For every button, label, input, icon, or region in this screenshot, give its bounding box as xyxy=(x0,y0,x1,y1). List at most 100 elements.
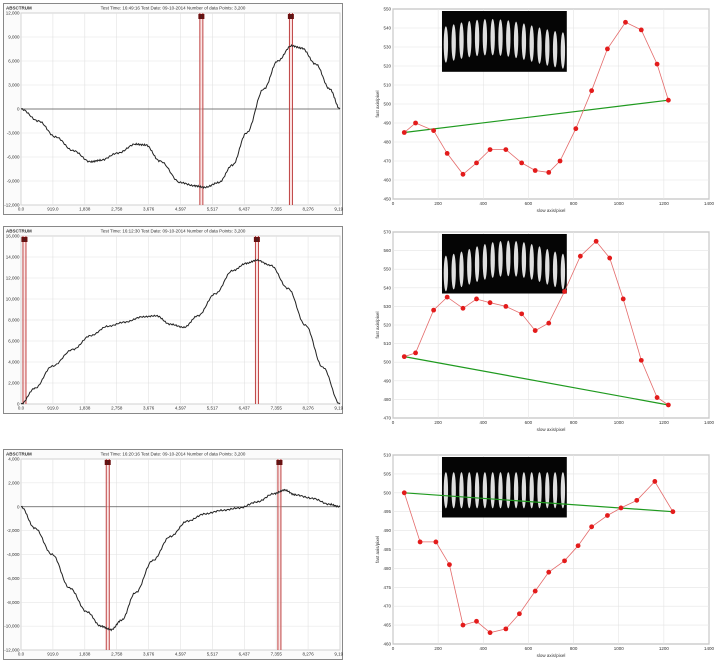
y-tick-label: -10,000 xyxy=(4,624,20,629)
beam-spot xyxy=(513,240,519,277)
beam-spot xyxy=(482,472,488,509)
y-tick-label: 10,000 xyxy=(6,297,20,302)
x-tick-label: 919.0 xyxy=(47,652,59,657)
data-point xyxy=(577,253,583,259)
y-tick-label: 2,000 xyxy=(8,480,20,485)
data-point xyxy=(487,300,493,306)
y-tick-label: 14,000 xyxy=(6,255,20,260)
data-point xyxy=(620,296,626,302)
x-tick-label: 2,758 xyxy=(111,652,123,657)
x-tick-label: 919.0 xyxy=(47,406,59,411)
x-tick-label: 400 xyxy=(480,420,488,425)
data-point xyxy=(618,505,624,511)
beam-spot xyxy=(467,20,472,58)
y-tick-label: 4,000 xyxy=(8,360,20,365)
y-tick-label: 570 xyxy=(383,230,391,235)
x-tick-label: 7,355 xyxy=(271,207,283,212)
x-tick-label: 3,676 xyxy=(143,207,155,212)
y-tick-label: 540 xyxy=(383,285,391,290)
data-point xyxy=(474,296,479,302)
beam-spot xyxy=(506,20,511,57)
y-tick-label: 470 xyxy=(383,604,391,609)
data-point xyxy=(460,171,466,177)
x-tick-label: 9,196 xyxy=(334,406,343,411)
y-tick-label: 490 xyxy=(383,121,391,126)
x-axis-label: slow axis/pixel xyxy=(537,208,566,213)
data-point xyxy=(546,170,552,175)
cursor-band xyxy=(288,13,294,205)
x-tick-label: 600 xyxy=(525,201,533,206)
beam-spot xyxy=(498,472,503,509)
y-tick-label: -2,000 xyxy=(7,528,20,533)
data-point xyxy=(460,305,466,311)
y-tick-label: 520 xyxy=(383,64,391,69)
cursor-marker-label: 1 xyxy=(200,14,203,19)
cursor-marker-label: 1 xyxy=(106,460,109,465)
beam-spot xyxy=(552,30,558,68)
data-point xyxy=(557,158,563,164)
beam-spot xyxy=(560,253,566,290)
data-point xyxy=(670,509,676,515)
x-tick-label: 800 xyxy=(570,646,578,651)
y-tick-label: 530 xyxy=(383,45,391,50)
data-point xyxy=(654,61,660,67)
y-tick-label: -9,000 xyxy=(7,179,20,184)
x-tick-label: 8,276 xyxy=(302,652,314,657)
y-tick-label: 0 xyxy=(17,402,20,407)
cursor-band xyxy=(277,459,282,650)
data-point xyxy=(401,490,407,496)
y-tick-label: 505 xyxy=(383,471,391,476)
data-point xyxy=(665,402,671,408)
data-point xyxy=(605,513,610,518)
x-tick-label: 0.0 xyxy=(18,406,25,411)
beam-spot xyxy=(490,242,495,278)
data-point xyxy=(413,350,418,356)
y-tick-label: 520 xyxy=(383,323,391,328)
x-tick-label: 5,517 xyxy=(207,207,219,212)
data-point xyxy=(503,626,509,632)
y-tick-label: 450 xyxy=(383,197,391,202)
y-tick-label: -6,000 xyxy=(7,576,20,581)
y-tick-label: -8,000 xyxy=(7,600,20,605)
x-tick-label: 1400 xyxy=(704,201,715,206)
y-tick-label: 470 xyxy=(383,416,391,421)
beam-spot xyxy=(529,472,534,509)
beam-spot xyxy=(529,25,534,62)
data-point xyxy=(431,128,437,133)
x-tick-label: 1000 xyxy=(614,646,625,651)
y-tick-label: 500 xyxy=(383,360,391,365)
x-tick-label: 7,355 xyxy=(271,406,283,411)
data-point xyxy=(573,126,579,132)
beam-spot xyxy=(459,22,464,59)
y-tick-label: 0 xyxy=(17,107,20,112)
beam-spot xyxy=(443,255,449,292)
y-tick-label: 480 xyxy=(383,566,391,571)
x-tick-label: 0.0 xyxy=(18,652,25,657)
x-tick-label: 0 xyxy=(392,201,395,206)
y-tick-label: 12,000 xyxy=(6,11,20,16)
data-point xyxy=(605,46,610,52)
data-point xyxy=(417,539,423,545)
beam-spot xyxy=(451,253,456,290)
x-tick-label: 5,517 xyxy=(207,652,219,657)
data-point xyxy=(652,479,658,484)
x-tick-label: 8,276 xyxy=(302,207,314,212)
y-axis-label: fast axis/pixel xyxy=(375,536,380,563)
data-point xyxy=(532,588,538,594)
cursor-band xyxy=(199,13,204,205)
x-tick-label: 1400 xyxy=(704,646,715,651)
y-tick-label: 9,000 xyxy=(8,35,20,40)
beam-spot xyxy=(474,472,480,509)
data-point xyxy=(519,160,525,166)
chart-title: Test Time: 16:12:30 Test Date: 09-10-201… xyxy=(101,229,246,234)
data-point xyxy=(546,320,552,326)
y-tick-label: 490 xyxy=(383,528,391,533)
chart-title: Test Time: 16:49:16 Test Date: 09-10-201… xyxy=(101,6,246,11)
fit-line xyxy=(404,492,673,513)
spectrum-chart-2: Test Time: 16:12:30 Test Date: 09-10-201… xyxy=(3,226,343,414)
beam-spot xyxy=(537,246,542,283)
data-point xyxy=(487,630,493,636)
beam-spot xyxy=(552,251,558,288)
y-tick-label: 475 xyxy=(383,585,391,590)
cursor-marker xyxy=(287,14,294,19)
